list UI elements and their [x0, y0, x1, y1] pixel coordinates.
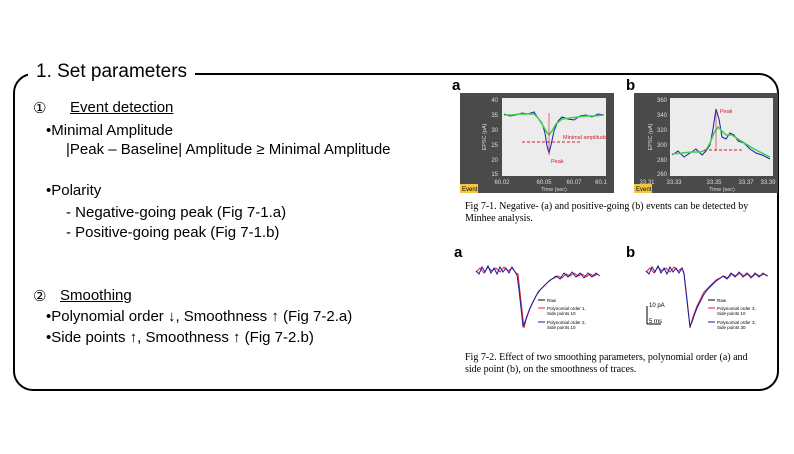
- fig1-b-peak-label: Peak: [720, 109, 733, 115]
- fig1-a-event-tag-bg: [460, 184, 478, 193]
- fig2-b-legend-item: Polynomial order 3,: [717, 320, 756, 325]
- fig1-a-ytick: 25: [491, 143, 498, 149]
- section1-number: ①: [33, 100, 47, 117]
- fig1-b-plot: 360 340 320 300 280 260 EPSC (pA) 33.31 …: [634, 93, 778, 193]
- fig2-a-letter: a: [454, 244, 463, 261]
- fig1-a-ytick: 35: [491, 113, 498, 119]
- fig1-caption-line1: Fig 7-1. Negative- (a) and positive-goin…: [465, 201, 749, 212]
- fig1-a-ytick: 30: [491, 128, 498, 134]
- fig1-a-ytick: 40: [491, 98, 498, 104]
- fig1-b-xlabel: Time (sec): [709, 187, 735, 193]
- section2-heading: Smoothing: [60, 287, 132, 304]
- fig2-a-legend-item: Raw: [547, 298, 557, 303]
- minimal-amplitude-bullet: •Minimal Amplitude: [46, 122, 173, 139]
- fig2-caption-line1: Fig 7-2. Effect of two smoothing paramet…: [465, 352, 748, 363]
- minimal-amplitude-formula: |Peak – Baseline| Amplitude ≥ Minimal Am…: [66, 141, 391, 158]
- polarity-bullet: •Polarity: [46, 182, 102, 199]
- fig1-b-letter: b: [626, 77, 636, 94]
- fig1-a-ylabel: EPSC (pA): [482, 123, 488, 150]
- fig1-b-event-tag: Event: [636, 187, 652, 193]
- polynomial-order-bullet: •Polynomial order ↓, Smoothness ↑ (Fig 7…: [46, 308, 353, 325]
- fig2-a-legend-item: Polynomial order 1,: [547, 306, 586, 311]
- section1-heading: Event detection: [70, 99, 174, 116]
- fig1-b-xtick: 33.37: [738, 180, 754, 186]
- fig1-a-xlabel: Time (sec): [541, 187, 567, 193]
- fig1-b-ytick: 320: [657, 128, 668, 134]
- fig1-caption-line2: Minhee analysis.: [465, 213, 533, 224]
- fig2-b-raw-trace: [645, 264, 768, 328]
- fig1-b-event-tag-bg: [634, 184, 652, 193]
- fig2-a-legend-item: Side points 10: [547, 311, 576, 316]
- fig2-a-smooth-trace: [475, 266, 599, 329]
- fig1-a-ytick: 15: [491, 172, 498, 178]
- fig2-a-raw-trace: [475, 264, 601, 328]
- fig2-b-plot: 10 pA 5 ms Raw Polynomial order 3, Side …: [645, 264, 769, 330]
- side-points-bullet: •Side points ↑, Smoothness ↑ (Fig 7-2.b): [46, 329, 314, 346]
- fig1-a-xtick: 60.07: [566, 180, 582, 186]
- fig2-a-legend-item: Side points 10: [547, 325, 576, 330]
- fig1-b-ytick: 260: [657, 172, 668, 178]
- fig1-b-ylabel: EPSC (pA): [648, 123, 654, 150]
- fig1-b-ytick: 340: [657, 113, 668, 119]
- fig1-a-peak-label: Peak: [551, 159, 564, 165]
- fig1-b-ytick: 360: [657, 98, 668, 104]
- fig2-b-scale-ms: 5 ms: [649, 319, 662, 325]
- fig2-a-plot: Raw Polynomial order 1, Side points 10 P…: [475, 264, 601, 330]
- fig2-b-legend-item: Polynomial order 3,: [717, 306, 756, 311]
- fig2-b-scale-pa: 10 pA: [649, 303, 665, 309]
- fig2-a-legend-item: Polynomial order 2,: [547, 320, 586, 325]
- fig1-b-xtick: 33.33: [666, 180, 682, 186]
- fig1-a-minamp-label: Minimal amplitude: [563, 135, 607, 141]
- page-title: 1. Set parameters: [28, 61, 196, 83]
- fig1-a-letter: a: [452, 77, 461, 94]
- fig1-b-ytick: 300: [657, 143, 668, 149]
- fig1-b-smooth-trace: [671, 125, 771, 158]
- fig1-a-plot: 40 35 30 25 20 15 EPSC (pA) 60.02 60.05 …: [460, 93, 614, 193]
- fig1-a-ytick: 20: [491, 158, 498, 164]
- fig2-b-legend-item: Side points 10: [717, 311, 746, 316]
- fig2-caption-line2: side point (b), on the smoothness of tra…: [465, 364, 637, 375]
- fig1-a-plot-area: [502, 98, 606, 176]
- fig2-b-legend-item: Raw: [717, 298, 727, 303]
- fig1-a-xtick: 60.05: [536, 180, 552, 186]
- fig1-b-xtick: 33.39: [760, 180, 776, 186]
- negative-peak-item: - Negative-going peak (Fig 7-1.a): [66, 204, 287, 221]
- content-frame: [13, 73, 779, 391]
- positive-peak-item: - Positive-going peak (Fig 7-1.b): [66, 224, 280, 241]
- fig1-a-xtick: 60.02: [494, 180, 510, 186]
- fig1-a-event-tag: Event: [462, 187, 478, 193]
- section2-number: ②: [33, 288, 47, 305]
- fig2-b-letter: b: [626, 244, 636, 261]
- fig1-b-xtick: 33.35: [706, 180, 722, 186]
- fig1-a-xtick: 60.1: [595, 180, 607, 186]
- fig1-b-ytick: 280: [657, 158, 668, 164]
- fig1-b-xtick: 33.31: [639, 180, 655, 186]
- fig2-b-legend-item: Side points 30: [717, 325, 746, 330]
